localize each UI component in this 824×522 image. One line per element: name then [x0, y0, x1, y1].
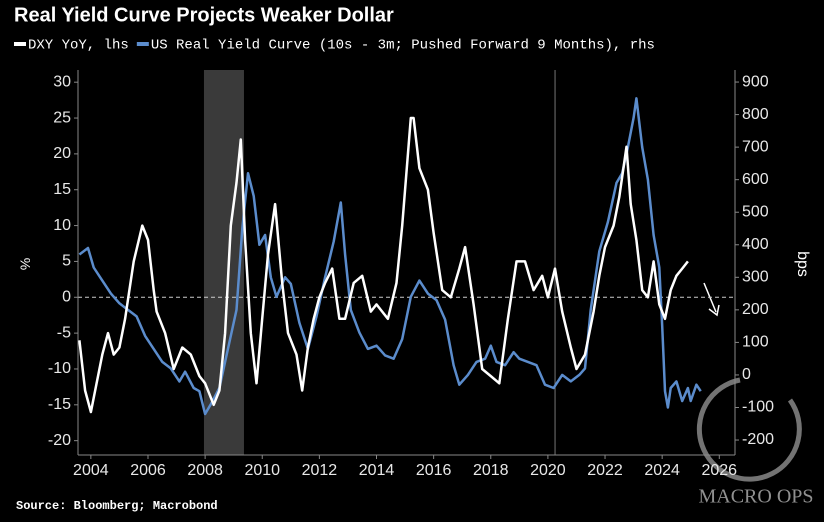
- y-tick-label: 30: [53, 73, 71, 90]
- legend-label: DXY YoY, lhs: [28, 38, 129, 54]
- highlight-span: [203, 70, 244, 455]
- y2-tick-label: 400: [742, 236, 769, 253]
- y2-tick-label: 600: [742, 171, 769, 188]
- y2-tick-label: 200: [742, 301, 769, 318]
- y2-tick-label: 800: [742, 106, 769, 123]
- y-tick-label: -15: [48, 396, 71, 413]
- series-line: [78, 97, 702, 416]
- y2-tick-label: 700: [742, 138, 769, 155]
- y-tick-label: 20: [53, 145, 71, 162]
- x-tick-label: 2016: [416, 462, 452, 479]
- watermark-group: MACRO OPS: [696, 377, 814, 508]
- x-tick-label: 2020: [530, 462, 566, 479]
- y-tick-label: 15: [53, 181, 71, 198]
- y-tick-label: -10: [48, 360, 71, 377]
- y-tick-label: 25: [53, 109, 71, 126]
- y-axis-label: %: [17, 258, 33, 270]
- chart-title: Real Yield Curve Projects Weaker Dollar: [14, 4, 394, 26]
- x-tick-label: 2010: [244, 462, 280, 479]
- y-tick-label: 5: [62, 253, 71, 270]
- y2-tick-label: 100: [742, 334, 769, 351]
- y2-tick-label: 300: [742, 269, 769, 286]
- x-tick-label: 2004: [73, 462, 109, 479]
- legend-swatch: [136, 42, 149, 46]
- y-tick-label: -5: [57, 324, 71, 341]
- x-tick-label: 2026: [701, 462, 737, 479]
- x-tick-label: 2024: [644, 462, 680, 479]
- y2-tick-label: 500: [742, 203, 769, 220]
- x-tick-label: 2022: [587, 462, 623, 479]
- x-tick-label: 2008: [187, 462, 223, 479]
- y2-tick-label: 0: [742, 366, 751, 383]
- watermark-logo: [696, 377, 802, 482]
- source-note: Source: Bloomberg; Macrobond: [16, 499, 218, 513]
- y-tick-label: 10: [53, 217, 71, 234]
- legend-swatch: [14, 42, 26, 46]
- x-tick-label: 2012: [302, 462, 338, 479]
- y2-tick-label: 900: [742, 73, 769, 90]
- y2-tick-label: -100: [742, 399, 774, 416]
- y-tick-label: 0: [62, 288, 71, 305]
- arrow-head: [708, 304, 720, 317]
- watermark: MACRO OPS: [698, 486, 813, 508]
- x-tick-label: 2006: [130, 462, 166, 479]
- y2-tick-label: -200: [742, 431, 774, 448]
- legend-label: US Real Yield Curve (10s - 3m; Pushed Fo…: [151, 38, 655, 54]
- y-tick-label: -20: [48, 432, 71, 449]
- series-line: [78, 116, 689, 414]
- x-tick-label: 2014: [359, 462, 395, 479]
- x-tick-label: 2018: [473, 462, 509, 479]
- y2-axis-label: bps: [794, 251, 811, 277]
